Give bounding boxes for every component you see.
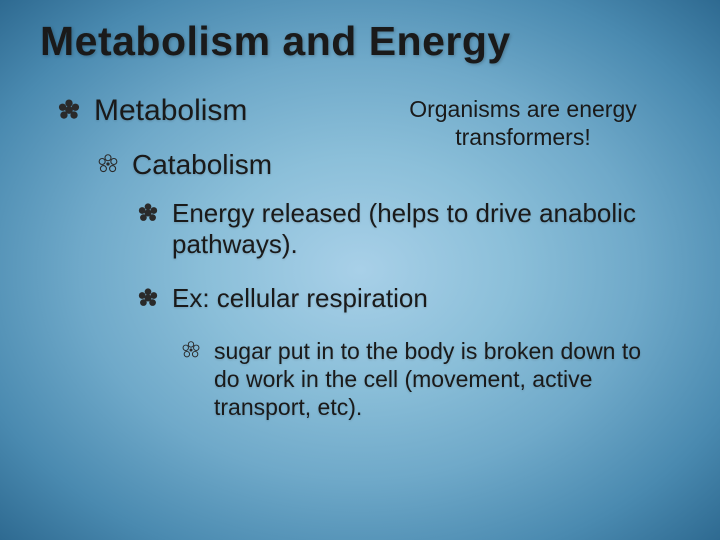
- bullet-text: sugar put in to the body is broken down …: [214, 337, 664, 421]
- bullet-text: Energy released (helps to drive anabolic…: [172, 198, 672, 261]
- bullet-text: Ex: cellular respiration: [172, 283, 428, 315]
- slide-container: Metabolism and Energy Organisms are ener…: [0, 0, 720, 540]
- bullet-l4-sugar: sugar put in to the body is broken down …: [182, 337, 680, 421]
- flower-solid-icon: [58, 99, 80, 121]
- flower-outline-icon: [182, 341, 200, 359]
- bullet-text: Catabolism: [132, 148, 272, 182]
- bullet-l2-catabolism: Catabolism: [98, 148, 680, 182]
- slide-title: Metabolism and Energy: [40, 18, 680, 65]
- bullet-l3-energy: Energy released (helps to drive anabolic…: [138, 198, 680, 261]
- flower-solid-icon: [138, 203, 158, 223]
- bullet-text: Metabolism: [94, 93, 247, 130]
- bullet-l3-example: Ex: cellular respiration: [138, 283, 680, 315]
- flower-outline-icon: [98, 154, 118, 174]
- flower-solid-icon: [138, 288, 158, 308]
- callout-text: Organisms are energy transformers!: [398, 96, 648, 151]
